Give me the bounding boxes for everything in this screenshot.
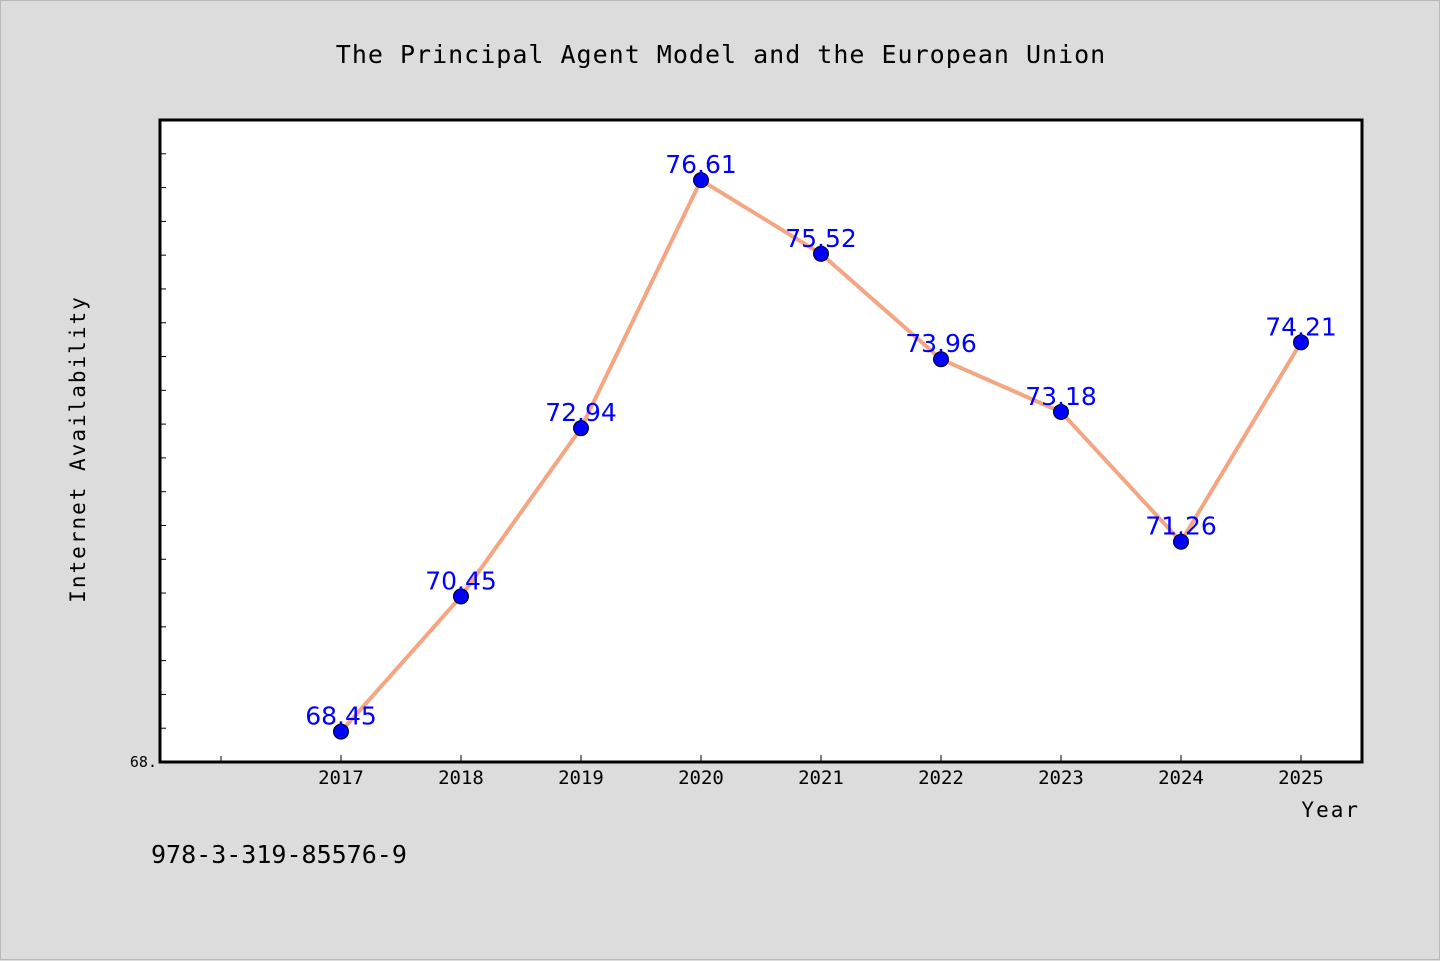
data-label: 68.45	[305, 702, 377, 731]
x-tick-label: 2020	[678, 767, 724, 789]
data-point-marker	[573, 420, 589, 437]
data-point-marker	[1293, 334, 1309, 351]
y-axis-ticks	[160, 119, 166, 729]
plot-area	[158, 118, 1364, 764]
chart-title: The Principal Agent Model and the Europe…	[336, 40, 1106, 69]
data-point-marker	[333, 723, 349, 740]
x-tick-label: 2024	[1158, 767, 1204, 789]
x-axis-ticks: 2017 2018 2019 2020 2021 2022 2023 2024 2025	[220, 755, 1324, 789]
x-tick-label: 2025	[1278, 767, 1324, 789]
data-point-marker	[693, 172, 709, 189]
data-point-marker	[453, 588, 469, 605]
data-label: 70.45	[425, 566, 497, 595]
data-label: 73.96	[905, 329, 977, 358]
series-layer: 68.45 70.45 72.94 76.61 75.52 73.96 73.18 71.26…	[305, 150, 1337, 740]
data-label: 76.61	[665, 150, 737, 179]
data-label: 71.26	[1145, 512, 1217, 541]
data-point-marker	[813, 245, 829, 262]
x-tick-label: 2023	[1038, 767, 1084, 789]
x-tick-label: 2019	[558, 767, 604, 789]
data-label: 74.21	[1265, 312, 1337, 341]
y-axis-min-label: 68.	[130, 753, 157, 771]
x-tick-label: 2021	[798, 767, 844, 789]
data-label: 75.52	[785, 224, 857, 253]
data-label: 72.94	[545, 398, 617, 427]
data-point-marker	[933, 351, 949, 368]
data-point-marker	[1173, 533, 1189, 550]
x-tick-label: 2017	[318, 767, 364, 789]
isbn-text: 978-3-319-85576-9	[151, 840, 407, 869]
y-axis-label: Internet Availability	[66, 295, 90, 603]
x-tick-label: 2018	[438, 767, 484, 789]
x-tick-label: 2022	[918, 767, 964, 789]
data-label: 73.18	[1025, 382, 1097, 411]
data-point-marker	[1053, 403, 1069, 420]
x-axis-label: Year	[1301, 798, 1360, 822]
